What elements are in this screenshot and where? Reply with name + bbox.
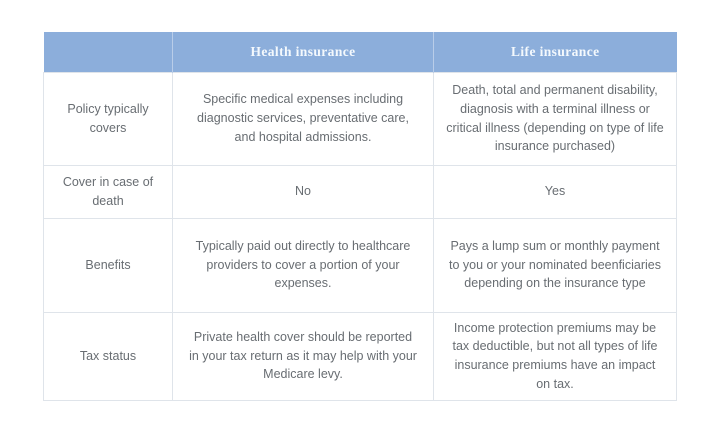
- column-header-health: Health insurance: [172, 32, 434, 72]
- cell-benefits-life: Pays a lump sum or monthly payment to yo…: [433, 217, 677, 313]
- table-body: Policy typically covers Specific medical…: [43, 71, 677, 401]
- corner-cell: [43, 32, 173, 72]
- cell-policy-covers-health: Specific medical expenses including diag…: [172, 71, 434, 166]
- cell-tax-status-life: Income protection premiums may be tax de…: [433, 311, 677, 401]
- cell-cover-death-life: Yes: [433, 164, 677, 219]
- comparison-table: Health insurance Life insurance Policy t…: [43, 32, 677, 401]
- row-label-benefits: Benefits: [43, 217, 173, 313]
- cell-cover-death-health: No: [172, 164, 434, 219]
- row-label-tax-status: Tax status: [43, 311, 173, 401]
- header-row: Health insurance Life insurance: [43, 32, 677, 72]
- table-row-benefits: Benefits Typically paid out directly to …: [43, 217, 677, 313]
- row-label-policy-covers: Policy typically covers: [43, 71, 173, 166]
- table-row-tax-status: Tax status Private health cover should b…: [43, 311, 677, 401]
- table-header: Health insurance Life insurance: [43, 32, 677, 72]
- column-header-life: Life insurance: [433, 32, 677, 72]
- cell-policy-covers-life: Death, total and permanent disability, d…: [433, 71, 677, 166]
- row-label-cover-death: Cover in case of death: [43, 164, 173, 219]
- table-row-cover-death: Cover in case of death No Yes: [43, 164, 677, 219]
- cell-tax-status-health: Private health cover should be reported …: [172, 311, 434, 401]
- table-row-policy-covers: Policy typically covers Specific medical…: [43, 71, 677, 166]
- cell-benefits-health: Typically paid out directly to healthcar…: [172, 217, 434, 313]
